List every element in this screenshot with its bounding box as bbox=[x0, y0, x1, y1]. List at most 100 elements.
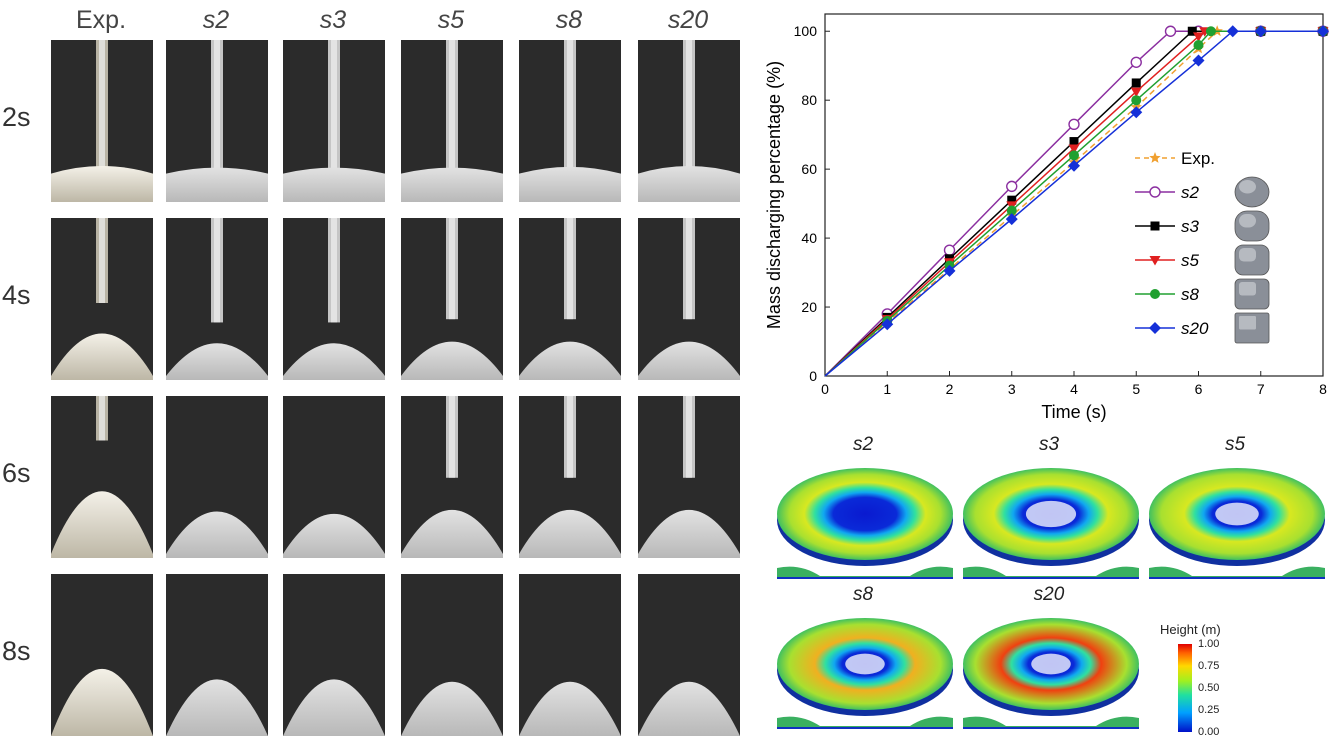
x-tick-label: 1 bbox=[883, 381, 891, 397]
snapshot-frame bbox=[283, 396, 385, 558]
snapshot-frame bbox=[519, 218, 621, 380]
data-point bbox=[1006, 180, 1018, 193]
snapshot-frame bbox=[519, 574, 621, 736]
row-header: 2s bbox=[2, 102, 31, 132]
y-axis-label: Mass discharging percentage (%) bbox=[764, 61, 784, 329]
snapshot-frame bbox=[401, 218, 503, 380]
data-point bbox=[1068, 159, 1080, 172]
snapshot-frame bbox=[401, 396, 503, 558]
particle-shape-highlight bbox=[1239, 282, 1256, 296]
data-point bbox=[1205, 26, 1216, 37]
data-point bbox=[1068, 144, 1080, 154]
height-map bbox=[963, 618, 1139, 729]
snapshot-frame bbox=[51, 218, 153, 380]
legend-marker bbox=[1149, 152, 1161, 163]
data-point bbox=[881, 318, 894, 331]
snapshot-frame bbox=[51, 574, 153, 736]
snapshot-frame bbox=[166, 218, 268, 380]
height-map-title: s2 bbox=[852, 434, 874, 455]
height-map-title: s5 bbox=[1224, 434, 1246, 455]
data-point bbox=[943, 264, 956, 277]
data-point bbox=[1226, 25, 1239, 38]
discharge-chart: 0 1 2 3 4 5 6 7 8 0 20 40 60 80 100 Time (s) Mass discha… bbox=[760, 6, 1333, 430]
legend-marker bbox=[1150, 221, 1160, 231]
colorbar bbox=[1178, 644, 1192, 732]
x-tick-label: 3 bbox=[1008, 381, 1016, 397]
particle-shape-highlight bbox=[1239, 180, 1256, 194]
snapshot-frame bbox=[51, 40, 153, 202]
data-point bbox=[1187, 26, 1197, 36]
legend-label: s3 bbox=[1181, 217, 1200, 236]
column-header: s20 bbox=[667, 6, 709, 34]
data-point bbox=[1130, 56, 1142, 68]
data-point bbox=[1254, 25, 1267, 38]
data-point bbox=[1193, 32, 1204, 42]
y-tick-label: 0 bbox=[809, 368, 817, 384]
data-point bbox=[943, 244, 956, 256]
cross-section bbox=[963, 566, 1139, 579]
y-tick-label: 60 bbox=[801, 161, 817, 177]
snapshot-frame bbox=[166, 574, 268, 736]
x-axis-label: Time (s) bbox=[1041, 402, 1106, 422]
height-map-hole bbox=[1025, 500, 1077, 528]
column-header: s8 bbox=[555, 6, 583, 34]
height-map-hole bbox=[845, 653, 885, 675]
colorbar-tick: 0.75 bbox=[1198, 660, 1220, 672]
snapshot-frame bbox=[51, 396, 153, 558]
data-point bbox=[1130, 106, 1143, 119]
data-point bbox=[1131, 95, 1142, 106]
colorbar-tick: 0.50 bbox=[1198, 682, 1220, 694]
row-header: 6s bbox=[2, 458, 31, 488]
data-point bbox=[1192, 54, 1205, 67]
column-header: Exp. bbox=[75, 6, 127, 34]
height-map bbox=[963, 468, 1139, 579]
x-tick-label: 7 bbox=[1257, 381, 1265, 397]
data-point bbox=[1006, 205, 1017, 216]
height-map-hole bbox=[1215, 502, 1259, 526]
data-point bbox=[1130, 87, 1142, 98]
x-tick-label: 4 bbox=[1070, 381, 1078, 397]
colorbar-tick: 1.00 bbox=[1198, 638, 1220, 650]
row-header: 4s bbox=[2, 280, 31, 310]
data-point bbox=[1131, 78, 1141, 88]
legend-label: s8 bbox=[1181, 285, 1200, 304]
legend-marker bbox=[1149, 322, 1161, 334]
data-point bbox=[1317, 25, 1329, 38]
snapshot-frame bbox=[283, 40, 385, 202]
snapshot-grid: Exp. s2 s3 s5 s8 s20 2s 4s 6s 8s bbox=[2, 6, 740, 736]
colorbar-title: Height (m) bbox=[1160, 622, 1221, 637]
legend-label: s20 bbox=[1181, 319, 1209, 338]
data-point bbox=[1005, 213, 1018, 226]
cross-section bbox=[963, 716, 1139, 729]
height-map-hole bbox=[1031, 653, 1071, 675]
y-tick-label: 40 bbox=[801, 230, 817, 246]
particle-shape-highlight bbox=[1239, 214, 1256, 228]
colorbar-tick: 0.00 bbox=[1198, 726, 1220, 738]
y-tick-label: 20 bbox=[801, 299, 817, 315]
data-point bbox=[1069, 137, 1079, 147]
legend-marker bbox=[1149, 256, 1161, 266]
data-point bbox=[1007, 195, 1017, 205]
x-tick-label: 6 bbox=[1195, 381, 1203, 397]
height-map bbox=[777, 618, 953, 729]
legend-marker bbox=[1150, 289, 1160, 299]
data-point bbox=[1068, 118, 1080, 131]
particle-shape-highlight bbox=[1239, 316, 1256, 330]
legend-label: s5 bbox=[1181, 251, 1200, 270]
column-header: s5 bbox=[437, 6, 465, 34]
particle-shape-highlight bbox=[1239, 248, 1256, 262]
colorbar-tick: 0.25 bbox=[1198, 704, 1220, 716]
cross-section bbox=[777, 566, 953, 579]
data-point bbox=[1164, 25, 1177, 37]
column-header: s2 bbox=[202, 6, 230, 34]
snapshot-frame bbox=[638, 396, 740, 558]
data-point bbox=[1069, 150, 1079, 161]
snapshot-frame bbox=[166, 40, 268, 202]
series-line-s20 bbox=[824, 30, 1323, 377]
legend-label: s2 bbox=[1181, 183, 1200, 202]
height-map-title: s8 bbox=[852, 584, 874, 605]
x-tick-label: 8 bbox=[1319, 381, 1327, 397]
row-header: 8s bbox=[2, 636, 31, 666]
height-map-title: s3 bbox=[1038, 434, 1060, 455]
